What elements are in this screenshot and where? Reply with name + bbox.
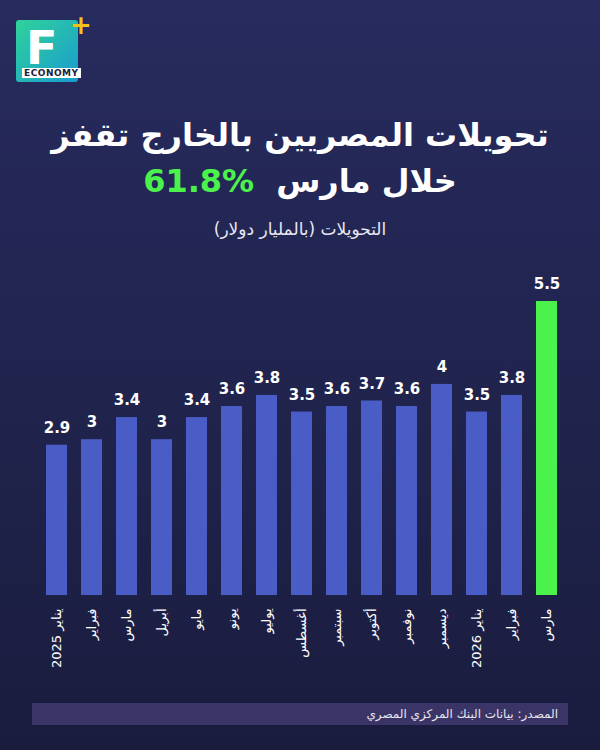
html-text:تحويلات المصريين بالخارج تقفز: تحويلات المصريين بالخارج تقفز <box>51 116 549 154</box>
svg-text:يونو: يونو <box>224 608 240 630</box>
svg-text:5.5: 5.5 <box>534 275 561 293</box>
svg-text:3.6: 3.6 <box>324 380 351 398</box>
svg-text:3: 3 <box>87 413 97 431</box>
svg-text:فبراير: فبراير <box>84 609 100 642</box>
svg-text:3.4: 3.4 <box>114 391 141 409</box>
svg-text:يوليو: يوليو <box>259 608 275 634</box>
svg-text:مارس: مارس <box>119 609 135 642</box>
svg-text:3.6: 3.6 <box>394 380 421 398</box>
html-text:ECONOMY: ECONOMY <box>24 68 79 78</box>
html-text:التحويلات (بالمليار دولار): التحويلات (بالمليار دولار) <box>213 219 387 239</box>
svg-text:فبراير: فبراير <box>504 609 520 642</box>
svg-text:مايو: مايو <box>189 609 205 631</box>
svg-text:3.4: 3.4 <box>184 391 211 409</box>
svg-text:3.6: 3.6 <box>219 380 246 398</box>
svg-text:أبريل: أبريل <box>153 609 170 637</box>
svg-text:3.5: 3.5 <box>464 386 491 404</box>
svg-text:أغسطس: أغسطس <box>293 609 310 658</box>
svg-text:يناير 2025: يناير 2025 <box>49 608 65 668</box>
svg-text:ديسمبر: ديسمبر <box>434 608 450 649</box>
svg-text:3: 3 <box>157 413 167 431</box>
svg-text:2.9: 2.9 <box>44 419 71 437</box>
svg-text:سبتمبر: سبتمبر <box>329 609 345 647</box>
html-text:المصدر: بيانات البنك المركزي ا: المصدر: بيانات البنك المركزي المصري <box>366 707 558 721</box>
html-text:F +: F + <box>26 10 92 75</box>
svg-text:مارس: مارس <box>539 609 555 642</box>
svg-text:نوفمبر: نوفمبر <box>399 609 415 645</box>
html-text:خلال مارس: خلال مارس <box>276 162 457 200</box>
svg-text:3.8: 3.8 <box>254 369 281 387</box>
svg-text:3.8: 3.8 <box>499 369 526 387</box>
html-text:%61.8: %61.8 <box>143 162 255 200</box>
svg-text:يناير 2026: يناير 2026 <box>469 608 485 668</box>
svg-text:3.5: 3.5 <box>289 386 316 404</box>
svg-text:3.7: 3.7 <box>359 375 386 393</box>
svg-text:أكتوبر: أكتوبر <box>363 609 380 641</box>
svg-text:4: 4 <box>437 358 447 376</box>
